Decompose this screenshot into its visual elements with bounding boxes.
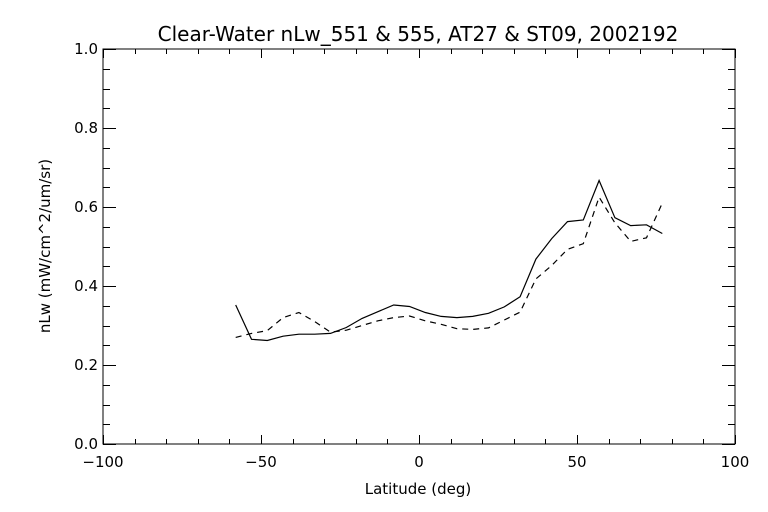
plot-frame	[102, 48, 736, 445]
chart-title: Clear-Water nLw_551 & 555, AT27 & ST09, …	[158, 22, 679, 46]
y-tick-label: 0.2	[74, 356, 98, 374]
y-tick-label: 0.0	[74, 435, 98, 453]
series-line-solid	[235, 178, 663, 342]
x-tick-label: −100	[82, 453, 123, 471]
x-tick-label: 0	[414, 453, 424, 471]
series-line-dashed	[235, 195, 663, 338]
y-tick-label: 0.6	[74, 198, 98, 216]
y-tick-label: 1.0	[74, 40, 98, 58]
y-tick-label: 0.8	[74, 119, 98, 137]
axis-tick-labels: −100 −50 0 50 100 0.0 0.2 0.4 0.6 0.8 1.0	[74, 40, 749, 471]
axis-ticks	[103, 49, 736, 445]
series-layer	[235, 178, 663, 342]
x-tick-label: −50	[245, 453, 277, 471]
y-axis-label: nLw (mW/cm^2/um/sr)	[36, 159, 54, 333]
x-tick-label: 50	[567, 453, 586, 471]
x-axis-label: Latitude (deg)	[365, 480, 471, 498]
x-tick-label: 100	[721, 453, 750, 471]
y-tick-label: 0.4	[74, 277, 98, 295]
